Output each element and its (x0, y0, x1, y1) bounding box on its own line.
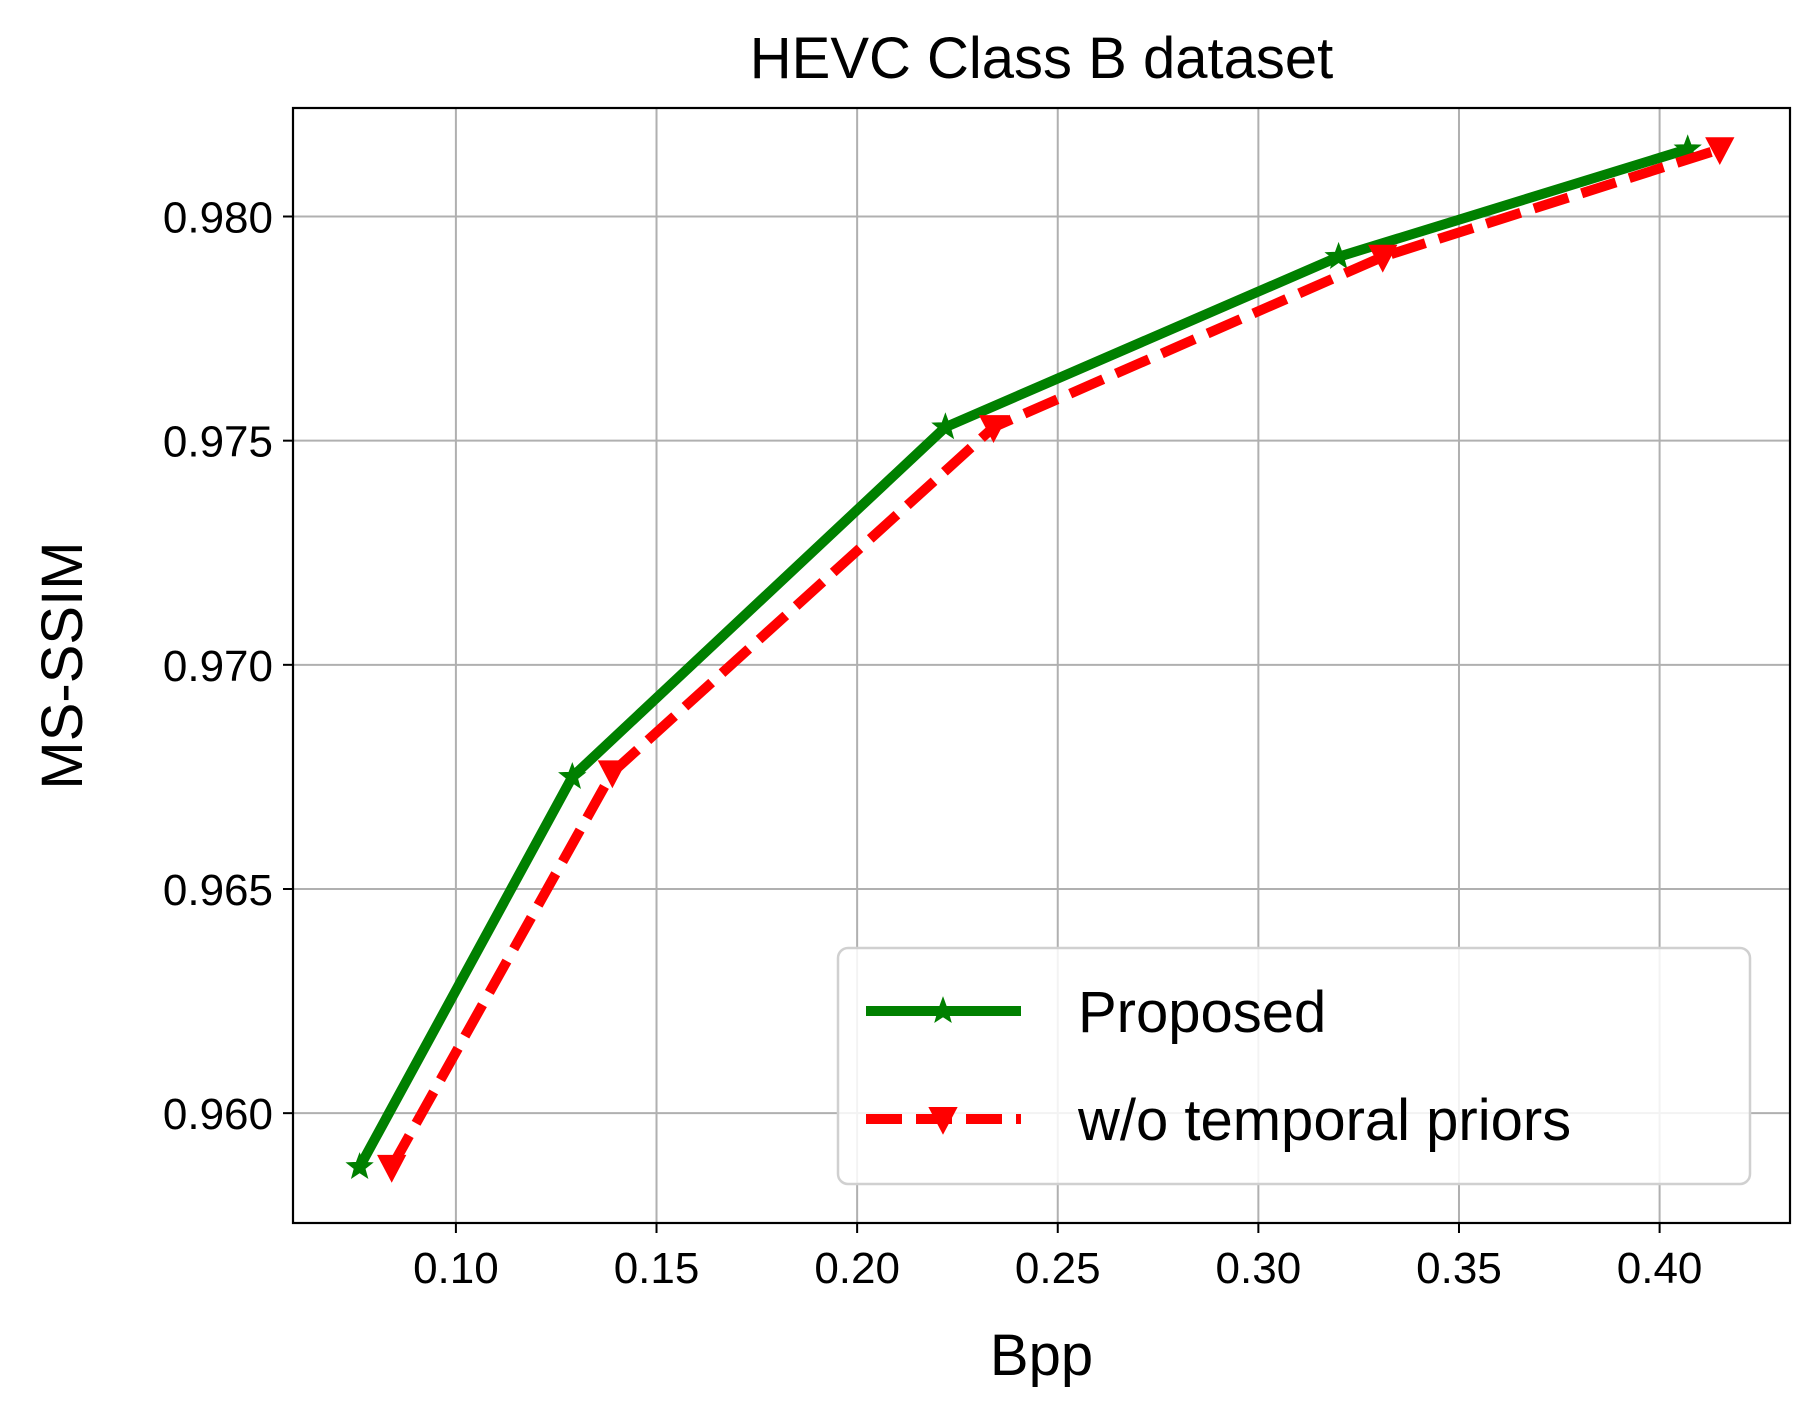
x-tick-label: 0.40 (1617, 1244, 1703, 1293)
x-tick-label: 0.35 (1416, 1244, 1502, 1293)
data-point (558, 762, 587, 789)
series-1 (345, 134, 1702, 1180)
legend-label: w/o temporal priors (1077, 1088, 1571, 1153)
data-point (377, 1154, 407, 1183)
legend-box (836, 946, 1752, 1186)
series-layer (345, 134, 1735, 1183)
y-tick-label: 0.975 (163, 418, 273, 467)
y-axis-title: MS-SSIM (30, 541, 95, 789)
series-2 (377, 137, 1735, 1183)
legend: Proposed w/o temporal priors (836, 946, 1752, 1186)
x-tick-label: 0.15 (614, 1244, 700, 1293)
x-tick-label: 0.20 (814, 1244, 900, 1293)
y-tick-label: 0.970 (163, 642, 273, 691)
legend-marker (928, 996, 958, 1024)
legend-label: Proposed (1078, 980, 1326, 1045)
y-tick-label: 0.980 (163, 193, 273, 242)
x-tick-label: 0.30 (1216, 1244, 1302, 1293)
ticks: 0.10 0.15 0.20 0.25 0.30 0.35 0.40 0.960 0.965 0.… (163, 193, 1703, 1293)
x-tick-label: 0.10 (413, 1244, 499, 1293)
data-point (597, 760, 628, 789)
chart-title: HEVC Class B dataset (750, 26, 1333, 91)
data-point (978, 415, 1009, 444)
x-axis-title: Bpp (990, 1323, 1093, 1388)
data-point (1368, 244, 1398, 273)
y-tick-label: 0.960 (163, 1090, 273, 1139)
x-tick-label: 0.25 (1015, 1244, 1101, 1293)
data-point (931, 412, 960, 440)
y-tick-label: 0.965 (163, 866, 273, 915)
data-point (1324, 241, 1353, 269)
legend-marker (928, 1106, 958, 1135)
data-point (1705, 137, 1735, 166)
data-point (345, 1152, 374, 1180)
